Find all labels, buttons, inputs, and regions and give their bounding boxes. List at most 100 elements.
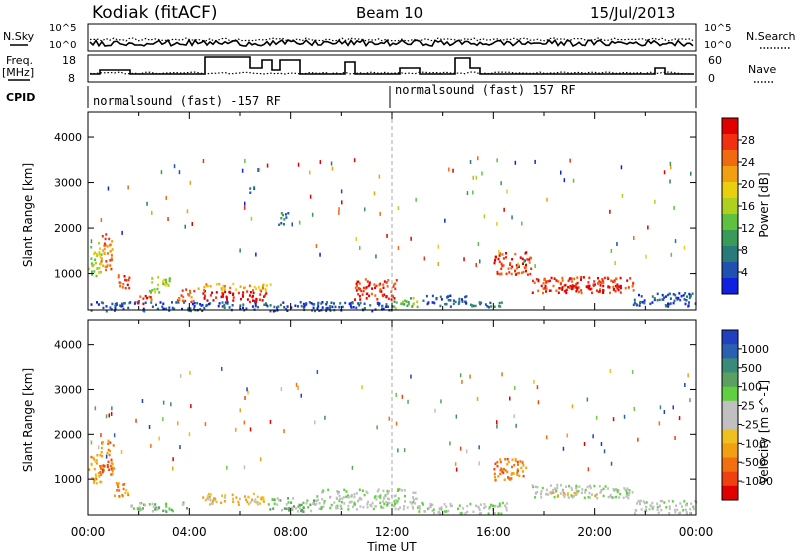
colorbar-swatch — [722, 150, 738, 167]
data-cell — [105, 305, 108, 308]
data-cell — [225, 295, 228, 299]
data-cell — [591, 493, 593, 496]
data-cell — [533, 281, 536, 284]
data-cell — [427, 506, 430, 510]
data-cell — [505, 508, 508, 512]
data-cell — [576, 281, 579, 285]
data-cell — [138, 506, 141, 509]
data-cell — [285, 216, 288, 219]
data-cell — [193, 305, 196, 308]
data-cell — [239, 285, 242, 288]
data-blob — [558, 282, 621, 292]
data-cell — [220, 287, 223, 290]
data-cell — [545, 493, 548, 496]
data-cell — [353, 495, 356, 499]
data-cell — [246, 298, 249, 301]
data-cell — [607, 487, 610, 490]
beam-title: Beam 10 — [356, 4, 423, 22]
noise-cell — [633, 406, 635, 411]
data-cell — [512, 472, 515, 475]
noise-cell — [375, 254, 377, 259]
data-cell — [615, 277, 618, 280]
noise-cell — [472, 190, 474, 195]
data-cell — [575, 286, 578, 289]
data-cell — [374, 505, 377, 508]
data-cell — [379, 494, 382, 497]
data-cell — [94, 460, 97, 463]
data-cell — [90, 462, 93, 466]
data-cell — [528, 258, 531, 261]
data-blob — [100, 233, 114, 272]
data-cell — [302, 510, 305, 513]
data-cell — [262, 284, 265, 287]
noise-cell — [496, 424, 498, 429]
data-cell — [203, 289, 206, 292]
data-cell — [381, 293, 384, 297]
data-cell — [444, 302, 447, 306]
data-cell — [119, 284, 122, 288]
data-cell — [483, 502, 486, 506]
noise-cell — [258, 167, 261, 172]
data-cell — [223, 303, 226, 307]
data-cell — [209, 498, 212, 502]
data-cell — [369, 503, 372, 507]
data-cell — [193, 307, 195, 310]
data-cell — [222, 295, 224, 298]
data-cell — [290, 506, 293, 510]
data-cell — [433, 511, 436, 515]
noise-cell — [684, 383, 686, 387]
noise-cell — [571, 404, 574, 409]
noise-cell — [379, 211, 381, 216]
data-cell — [112, 444, 115, 447]
data-cell — [139, 502, 142, 505]
data-cell — [628, 492, 631, 495]
data-cell — [307, 506, 310, 509]
data-cell — [111, 258, 113, 262]
data-cell — [493, 512, 496, 515]
colorbar-tick-label: 500 — [741, 362, 762, 375]
data-cell — [372, 507, 375, 511]
noise-cell — [534, 264, 536, 269]
data-cell — [679, 298, 682, 302]
data-cell — [570, 287, 573, 291]
data-cell — [357, 293, 360, 296]
data-cell — [387, 305, 390, 308]
data-cell — [541, 486, 544, 490]
data-cell — [273, 305, 276, 309]
noise-cell — [177, 421, 179, 426]
data-cell — [151, 277, 154, 280]
data-cell — [251, 305, 254, 308]
data-cell — [504, 504, 506, 507]
data-cell — [575, 282, 578, 286]
noise-cell — [506, 189, 508, 194]
data-cell — [663, 501, 666, 504]
data-cell — [464, 295, 467, 299]
noise-cell — [319, 160, 322, 165]
data-cell — [262, 496, 265, 499]
data-cell — [398, 488, 401, 491]
data-cell — [663, 296, 666, 299]
noise-cell — [324, 415, 326, 420]
data-cell — [474, 304, 477, 308]
noise-cell — [316, 370, 319, 374]
data-cell — [339, 302, 342, 305]
data-cell — [285, 507, 288, 510]
data-cell — [602, 487, 605, 491]
data-cell — [238, 497, 241, 501]
data-cell — [633, 512, 636, 515]
data-cell — [469, 502, 472, 506]
data-cell — [203, 306, 206, 310]
data-cell — [395, 501, 398, 505]
noise-cell — [244, 396, 246, 400]
data-cell — [235, 496, 238, 499]
noise-cell — [309, 170, 311, 175]
noise-cell — [135, 418, 137, 423]
data-cell — [465, 295, 468, 298]
data-cell — [464, 512, 467, 515]
data-blob — [176, 288, 196, 304]
data-cell — [384, 494, 387, 497]
data-cell — [516, 460, 519, 464]
data-cell — [540, 496, 543, 499]
data-cell — [387, 490, 390, 493]
